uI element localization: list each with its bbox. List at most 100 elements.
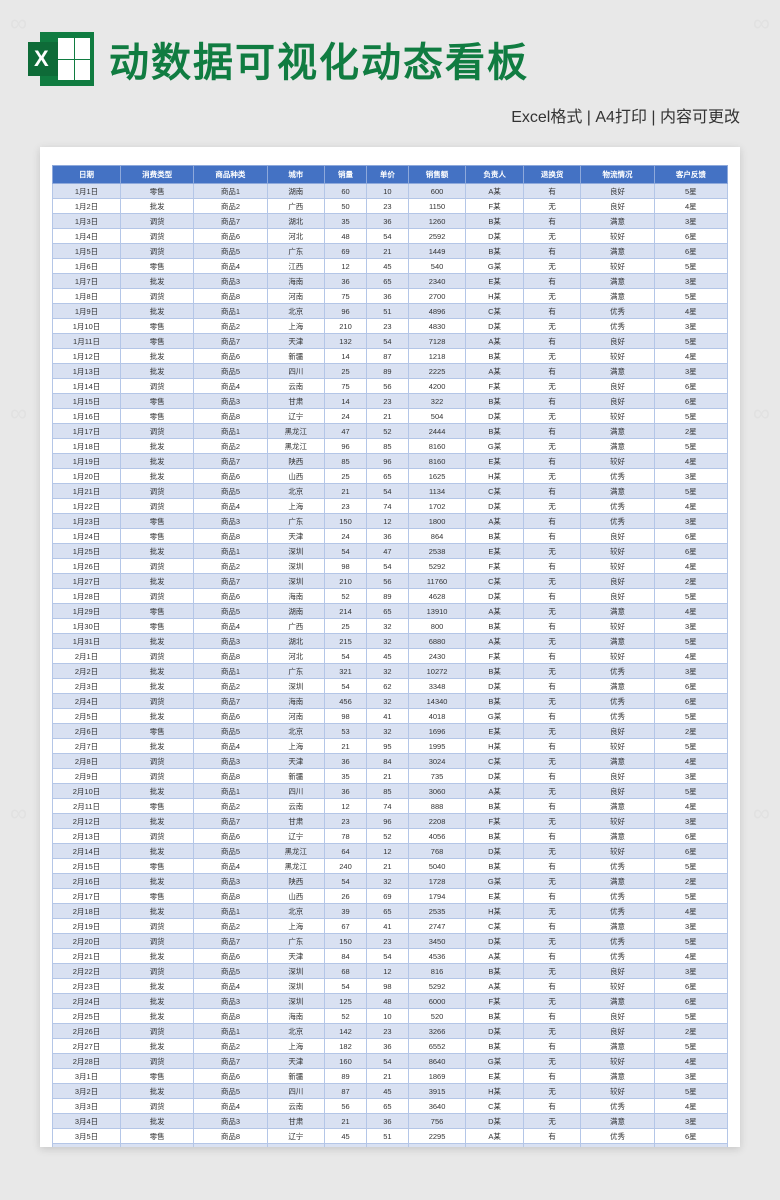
- table-cell: 黑龙江: [267, 424, 325, 439]
- table-cell: 98: [366, 979, 408, 994]
- table-row: 2月16日批发商品3陕西54321728G某无满意2星: [53, 874, 728, 889]
- table-cell: 满意: [581, 679, 654, 694]
- table-cell: 黑龙江: [267, 439, 325, 454]
- table-cell: 无: [523, 664, 581, 679]
- table-cell: H某: [466, 289, 524, 304]
- table-cell: 良好: [581, 1009, 654, 1024]
- table-cell: 批发: [121, 1009, 194, 1024]
- table-cell: 735: [408, 769, 466, 784]
- table-cell: 3266: [408, 1024, 466, 1039]
- table-cell: 零售: [121, 334, 194, 349]
- table-cell: 4星: [654, 904, 727, 919]
- table-cell: 65: [366, 469, 408, 484]
- table-cell: 商品1: [194, 184, 267, 199]
- table-cell: 1月6日: [53, 259, 121, 274]
- table-cell: 无: [523, 499, 581, 514]
- table-cell: 1869: [408, 1069, 466, 1084]
- table-cell: 商品2: [194, 439, 267, 454]
- table-row: 1月12日批发商品6新疆14871218B某无较好4星: [53, 349, 728, 364]
- table-cell: 5星: [654, 934, 727, 949]
- table-cell: 较好: [581, 259, 654, 274]
- table-cell: 上海: [267, 739, 325, 754]
- table-cell: 2月10日: [53, 784, 121, 799]
- table-cell: 54: [366, 334, 408, 349]
- table-cell: 有: [523, 559, 581, 574]
- table-cell: A某: [466, 949, 524, 964]
- table-cell: 5星: [654, 1009, 727, 1024]
- table-cell: F某: [466, 994, 524, 1009]
- table-cell: 调货: [121, 694, 194, 709]
- table-cell: 甘肃: [267, 1114, 325, 1129]
- table-cell: 零售: [121, 619, 194, 634]
- table-cell: D某: [466, 589, 524, 604]
- table-cell: D某: [466, 1114, 524, 1129]
- table-row: 1月10日零售商品2上海210234830D某无优秀3星: [53, 319, 728, 334]
- table-cell: 山西: [267, 889, 325, 904]
- table-cell: 四川: [267, 364, 325, 379]
- table-cell: 良好: [581, 589, 654, 604]
- table-cell: 54: [366, 484, 408, 499]
- table-row: 2月5日批发商品6河南98414018G某有优秀5星: [53, 709, 728, 724]
- table-cell: 182: [325, 1039, 367, 1054]
- table-cell: 商品5: [194, 244, 267, 259]
- table-cell: 1702: [408, 499, 466, 514]
- table-cell: 优秀: [581, 514, 654, 529]
- table-cell: 3星: [654, 1069, 727, 1084]
- table-cell: 2月3日: [53, 679, 121, 694]
- table-cell: 有: [523, 244, 581, 259]
- table-cell: 1月3日: [53, 214, 121, 229]
- table-cell: H某: [466, 1084, 524, 1099]
- table-row: 1月9日批发商品1北京96514896C某有优秀4星: [53, 304, 728, 319]
- table-cell: 85: [366, 439, 408, 454]
- table-cell: 1月13日: [53, 364, 121, 379]
- table-cell: 5星: [654, 739, 727, 754]
- table-cell: 无: [523, 409, 581, 424]
- table-cell: 商品4: [194, 259, 267, 274]
- table-cell: 零售: [121, 604, 194, 619]
- table-cell: 160: [325, 1054, 367, 1069]
- table-row: 2月18日批发商品1北京39652535H某无优秀4星: [53, 904, 728, 919]
- table-cell: 2340: [408, 274, 466, 289]
- table-cell: 北京: [267, 904, 325, 919]
- table-cell: 云南: [267, 799, 325, 814]
- table-cell: 批发: [121, 469, 194, 484]
- table-row: 1月27日批发商品7深圳2105611760C某无良好2星: [53, 574, 728, 589]
- table-cell: 较好: [581, 814, 654, 829]
- table-row: 2月21日批发商品6天津84544536A某有优秀4星: [53, 949, 728, 964]
- table-cell: 98: [325, 709, 367, 724]
- table-cell: 有: [523, 1069, 581, 1084]
- table-cell: 商品6: [194, 469, 267, 484]
- table-cell: 1月9日: [53, 304, 121, 319]
- table-cell: 3星: [654, 1114, 727, 1129]
- table-cell: 816: [408, 964, 466, 979]
- table-cell: 21: [325, 484, 367, 499]
- table-cell: 214: [325, 604, 367, 619]
- table-cell: 2月4日: [53, 694, 121, 709]
- table-cell: 海南: [267, 589, 325, 604]
- table-cell: 32: [366, 874, 408, 889]
- table-cell: 广东: [267, 244, 325, 259]
- table-cell: 商品2: [194, 799, 267, 814]
- table-cell: 4628: [408, 589, 466, 604]
- table-cell: 8160: [408, 454, 466, 469]
- table-row: 3月4日批发商品3甘肃2136756D某无满意3星: [53, 1114, 728, 1129]
- table-cell: 良好: [581, 379, 654, 394]
- table-cell: 6星: [654, 829, 727, 844]
- table-cell: 520: [408, 1009, 466, 1024]
- table-cell: 1月23日: [53, 514, 121, 529]
- table-cell: 25: [325, 364, 367, 379]
- table-cell: 批发: [121, 439, 194, 454]
- column-header: 销售额: [408, 166, 466, 184]
- table-cell: 504: [408, 409, 466, 424]
- table-cell: 24: [325, 529, 367, 544]
- table-cell: 65: [366, 1099, 408, 1114]
- table-cell: 3星: [654, 214, 727, 229]
- table-cell: F某: [466, 814, 524, 829]
- table-cell: 优秀: [581, 469, 654, 484]
- table-cell: 无: [523, 1144, 581, 1148]
- table-cell: 深圳: [267, 994, 325, 1009]
- table-cell: 4056: [408, 829, 466, 844]
- table-cell: 1月15日: [53, 394, 121, 409]
- table-row: 2月2日批发商品1广东3213210272B某无优秀3星: [53, 664, 728, 679]
- table-cell: 较好: [581, 619, 654, 634]
